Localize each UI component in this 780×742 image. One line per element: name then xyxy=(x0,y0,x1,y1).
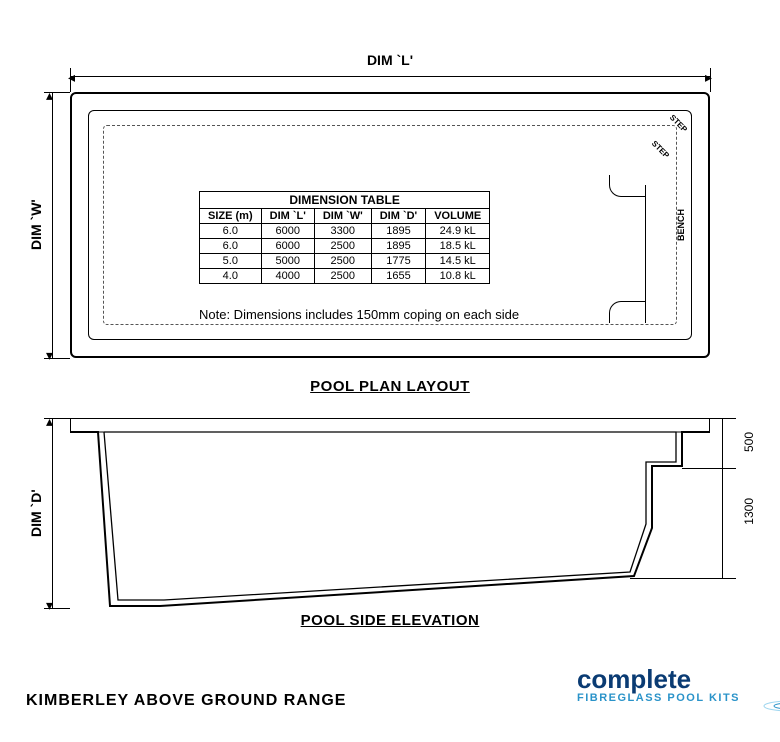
drawing-canvas: DIM `L' ◂ ▸ DIM `W' ▴ ▾ STEP STEP BENCH … xyxy=(0,0,780,742)
table-title: DIMENSION TABLE xyxy=(200,192,490,209)
bench-label: BENCH xyxy=(676,209,686,241)
table-header: DIM `W' xyxy=(314,209,371,224)
pool-plan-outline: STEP STEP BENCH DIMENSION TABLE SIZE (m)… xyxy=(70,92,710,358)
bench-notch xyxy=(609,175,645,197)
pool-plan-coping: STEP STEP BENCH DIMENSION TABLE SIZE (m)… xyxy=(88,110,692,340)
dim-value-500: 500 xyxy=(742,432,756,452)
water-drop-icon xyxy=(760,668,780,714)
table-row: 4.0 4000 2500 1655 10.8 kL xyxy=(200,269,490,284)
pool-elevation xyxy=(70,418,710,608)
plan-title: POOL PLAN LAYOUT xyxy=(0,378,780,395)
pool-bench xyxy=(645,185,675,323)
table-header: VOLUME xyxy=(426,209,490,224)
logo-tagline: FIBREGLASS POOL KITS xyxy=(577,692,740,704)
arrow-up-icon: ▴ xyxy=(46,414,53,428)
dim-d-label: DIM `D' xyxy=(26,418,46,608)
dim-bar-1300 xyxy=(722,468,738,578)
arrow-down-icon: ▾ xyxy=(46,348,53,362)
dim-l-label: DIM `L' xyxy=(0,52,780,68)
dim-l-bar: ◂ ▸ xyxy=(70,68,710,86)
table-note: Note: Dimensions includes 150mm coping o… xyxy=(199,307,519,322)
elevation-outer xyxy=(70,418,710,606)
logo-wordmark: complete xyxy=(577,666,740,692)
table-header: SIZE (m) xyxy=(200,209,262,224)
table-header: DIM `L' xyxy=(261,209,314,224)
extension-line xyxy=(710,68,711,92)
extension-line xyxy=(44,418,70,419)
extension-line xyxy=(44,608,70,609)
extension-line xyxy=(44,358,70,359)
table-header-row: SIZE (m) DIM `L' DIM `W' DIM `D' VOLUME xyxy=(200,209,490,224)
dim-w-bar: ▴ ▾ xyxy=(44,92,62,358)
dim-w-label: DIM `W' xyxy=(26,45,46,405)
dim-d-bar: ▴ ▾ xyxy=(44,418,62,608)
product-name: KIMBERLEY ABOVE GROUND RANGE xyxy=(26,692,346,710)
table-row: 6.0 6000 3300 1895 24.9 kL xyxy=(200,224,490,239)
extension-line xyxy=(682,468,716,469)
elevation-svg xyxy=(70,418,710,608)
extension-line xyxy=(682,418,716,419)
extension-line xyxy=(716,578,736,579)
right-dimension-column: 500 1300 xyxy=(716,418,766,608)
arrow-down-icon: ▾ xyxy=(46,598,53,612)
bench-notch xyxy=(609,301,645,323)
table-header: DIM `D' xyxy=(371,209,425,224)
elevation-title: POOL SIDE ELEVATION xyxy=(0,612,780,629)
table-row: 6.0 6000 2500 1895 18.5 kL xyxy=(200,239,490,254)
extension-line xyxy=(630,578,716,579)
extension-line xyxy=(44,92,70,93)
dimension-table: DIMENSION TABLE SIZE (m) DIM `L' DIM `W'… xyxy=(199,191,490,284)
brand-logo: complete FIBREGLASS POOL KITS xyxy=(577,666,740,704)
extension-line xyxy=(70,68,71,92)
dim-bar-500 xyxy=(722,418,738,468)
table-row: 5.0 5000 2500 1775 14.5 kL xyxy=(200,254,490,269)
dim-value-1300: 1300 xyxy=(742,498,756,525)
arrow-up-icon: ▴ xyxy=(46,88,53,102)
